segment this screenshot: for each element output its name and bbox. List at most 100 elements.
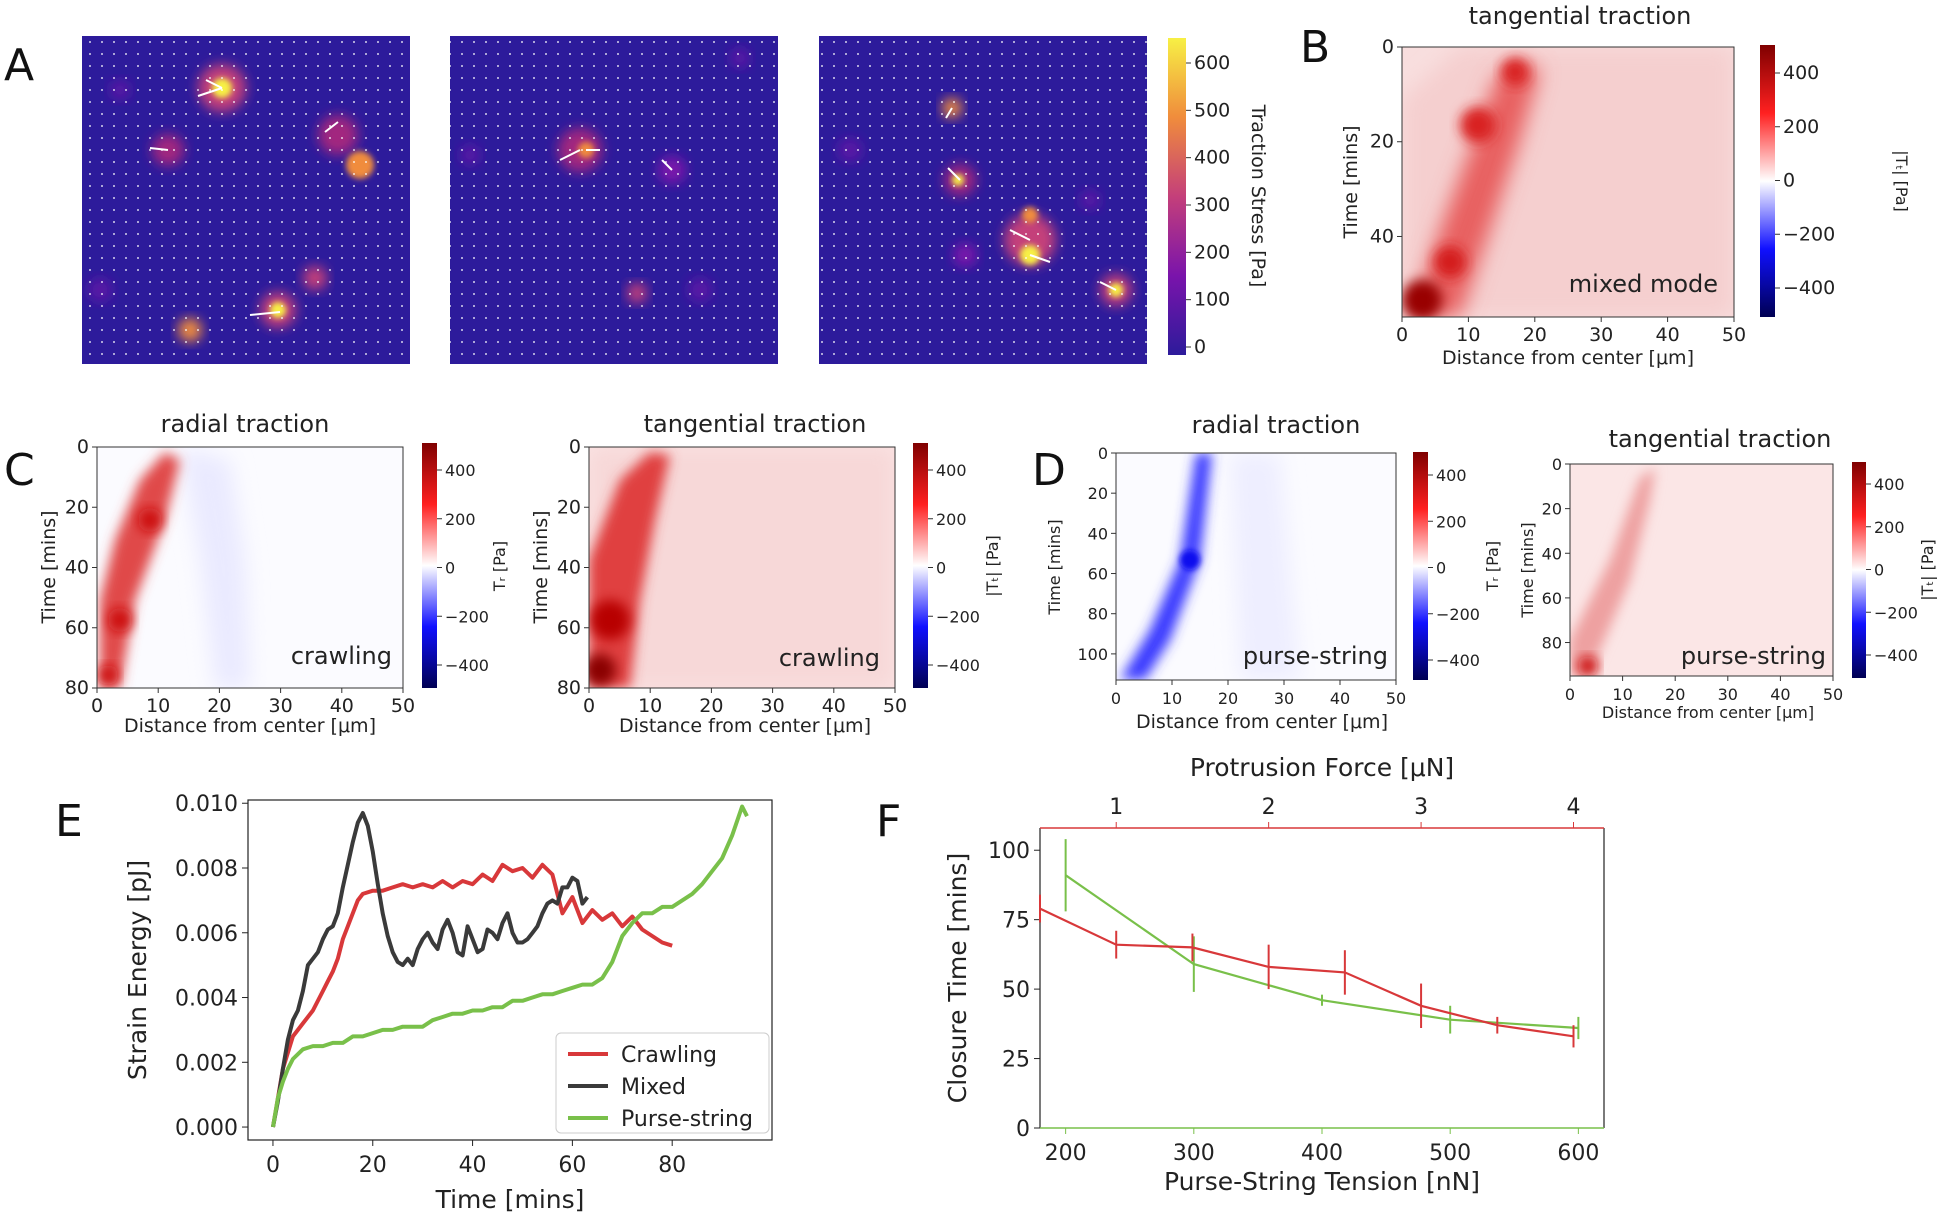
panel-c-radial-title: radial traction xyxy=(161,410,330,438)
y-tick-label: 0.006 xyxy=(175,922,238,947)
x-tick-label: 300 xyxy=(1173,1141,1215,1166)
panel-b-ylabel: Time [mins] xyxy=(1340,125,1362,239)
y-axis-label: Closure Time [mins] xyxy=(943,853,972,1103)
y-tick-label: 75 xyxy=(1002,909,1030,934)
colorbar-tick-label: 200 xyxy=(1783,116,1819,138)
series-line-mixed xyxy=(271,811,589,1128)
panel-d-tangential-mode: purse-string xyxy=(1681,642,1826,670)
x2-tick-label: 2 xyxy=(1262,795,1276,820)
colorbar-tick-label: −200 xyxy=(445,607,489,626)
colorbar-tick-label: 500 xyxy=(1194,99,1230,121)
colorbar-tick-label: −400 xyxy=(1436,651,1480,670)
x-tick-label: 30 xyxy=(1718,685,1738,704)
colorbar-tick-label: 200 xyxy=(1436,512,1467,531)
y-tick-label: 0.008 xyxy=(175,857,238,882)
colorbar-tick-label: 400 xyxy=(1874,475,1905,494)
panel-c-radial-xlabel: Distance from center [μm] xyxy=(124,715,376,737)
x-tick-label: 40 xyxy=(1770,685,1790,704)
x-tick-label: 10 xyxy=(638,695,662,717)
panel-c-tangential-mode: crawling xyxy=(779,644,880,672)
x-tick-label: 0 xyxy=(1565,685,1575,704)
colorbar-tick-label: 400 xyxy=(936,461,967,480)
x-tick-label: 0 xyxy=(1111,689,1121,708)
x-tick-label: 0 xyxy=(91,695,103,717)
y-tick-label: 40 xyxy=(65,557,89,579)
x-tick-label: 40 xyxy=(330,695,354,717)
x-tick-label: 0 xyxy=(266,1153,280,1178)
x2-tick-label: 1 xyxy=(1109,795,1123,820)
y-tick-label: 40 xyxy=(1542,544,1562,563)
y-tick-label: 60 xyxy=(1542,589,1562,608)
panel-d-tangential-title: tangential traction xyxy=(1609,425,1832,453)
traction-map-1 xyxy=(82,36,410,364)
colorbar-d-radial: 400 200 0 −200 −400 Tᵣ [Pa] xyxy=(1413,452,1502,680)
y-tick-label: 60 xyxy=(557,617,581,639)
traction-map-2 xyxy=(450,36,778,364)
panel-letter-f: F xyxy=(876,796,901,847)
colorbar-tick-label: 400 xyxy=(1436,466,1467,485)
colorbar-tick-label: −400 xyxy=(1874,646,1918,665)
panel-letter-b: B xyxy=(1300,22,1330,73)
x-tick-label: 30 xyxy=(1589,324,1613,346)
x-tick-label: 40 xyxy=(1656,324,1680,346)
panel-b-title: tangential traction xyxy=(1469,2,1692,30)
x-tick-label: 0 xyxy=(1396,324,1408,346)
series-line-purse-string xyxy=(271,804,749,1128)
panel-d-radial-ylabel: Time [mins] xyxy=(1045,519,1064,615)
panel-c-radial-ylabel: Time [mins] xyxy=(38,510,60,624)
colorbar-tick-label: 0 xyxy=(445,559,455,578)
x-tick-label: 20 xyxy=(1218,689,1238,708)
y-tick-label: 0.000 xyxy=(175,1116,238,1141)
colorbar-tick-label: 200 xyxy=(1194,241,1230,263)
y-tick-label: 40 xyxy=(1088,524,1108,543)
plot-frame xyxy=(247,799,773,1141)
x-tick-label: 40 xyxy=(1330,689,1350,708)
y-tick-label: 0 xyxy=(1016,1117,1030,1142)
heatmap-d-radial xyxy=(1115,452,1397,681)
colorbar-tick-label: −400 xyxy=(1783,277,1835,299)
x-tick-label: 10 xyxy=(1162,689,1182,708)
y-tick-label: 0 xyxy=(1098,444,1108,463)
legend-label: Purse-string xyxy=(621,1107,753,1132)
x2-tick-label: 4 xyxy=(1567,795,1581,820)
colorbar-tick-label: −400 xyxy=(936,656,980,675)
chart-e: 0 20 40 60 80 0.000 0.002 0.004 0.006 0.008 0.010 T… xyxy=(123,792,773,1214)
colorbar-b-label: |Tₜ| [Pa] xyxy=(1892,150,1911,212)
colorbar-tick-label: −200 xyxy=(1874,603,1918,622)
colorbar-a-label: Traction Stress [Pa] xyxy=(1247,104,1269,288)
y-tick-label: 20 xyxy=(1370,131,1394,153)
colorbar-tick-label: 400 xyxy=(1194,147,1230,169)
heatmap-b xyxy=(1401,46,1735,318)
colorbar-tick-label: 300 xyxy=(1194,194,1230,216)
y-tick-label: 25 xyxy=(1002,1048,1030,1073)
colorbar-c-radial: 400 200 0 −200 −400 Tᵣ [Pa] xyxy=(422,443,509,688)
panel-d-tangential-xlabel: Distance from center [μm] xyxy=(1602,703,1814,722)
colorbar-b: 400 200 0 −200 −400 |Tₜ| [Pa] xyxy=(1760,45,1911,317)
x2-tick-label: 3 xyxy=(1414,795,1428,820)
y-tick-label: 80 xyxy=(1542,634,1562,653)
colorbar-tick-label: 0 xyxy=(1194,336,1206,358)
panel-c-tangential-xlabel: Distance from center [μm] xyxy=(619,715,871,737)
x-tick-label: 50 xyxy=(1722,324,1746,346)
colorbar-tick-label: −200 xyxy=(1436,605,1480,624)
x-tick-label: 10 xyxy=(1456,324,1480,346)
colorbar-tick-label: 400 xyxy=(1783,62,1819,84)
y-tick-label: 0 xyxy=(1552,455,1562,474)
x-tick-label: 20 xyxy=(699,695,723,717)
y-tick-label: 0.004 xyxy=(175,987,238,1012)
legend-box xyxy=(555,1032,770,1134)
colorbar-tick-label: 200 xyxy=(445,510,476,529)
x-tick-label: 50 xyxy=(391,695,415,717)
colorbar-tick-label: 200 xyxy=(1874,518,1905,537)
legend-label: Mixed xyxy=(621,1075,686,1100)
colorbar-d-tangential: 400 200 0 −200 −400 |Tₜ| [Pa] xyxy=(1852,462,1937,678)
y-tick-label: 50 xyxy=(1002,978,1030,1003)
x-tick-label: 500 xyxy=(1429,1141,1471,1166)
y-tick-label: 0.010 xyxy=(175,792,238,817)
colorbar-d-tangential-label: |Tₜ| [Pa] xyxy=(1918,539,1937,601)
panel-c-tangential-ylabel: Time [mins] xyxy=(530,510,552,624)
x-tick-label: 40 xyxy=(459,1153,487,1178)
y-tick-label: 80 xyxy=(1088,605,1108,624)
colorbar-tick-label: 600 xyxy=(1194,52,1230,74)
x-tick-label: 30 xyxy=(269,695,293,717)
